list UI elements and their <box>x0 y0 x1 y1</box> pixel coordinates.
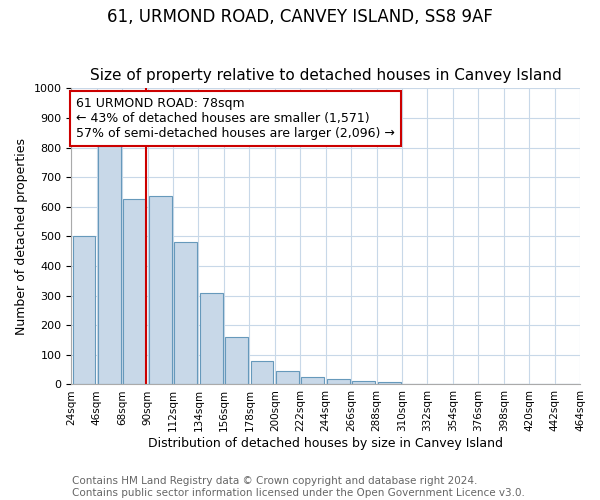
Text: Contains HM Land Registry data © Crown copyright and database right 2024.
Contai: Contains HM Land Registry data © Crown c… <box>72 476 525 498</box>
Text: 61, URMOND ROAD, CANVEY ISLAND, SS8 9AF: 61, URMOND ROAD, CANVEY ISLAND, SS8 9AF <box>107 8 493 26</box>
Bar <box>378 382 401 384</box>
Text: 61 URMOND ROAD: 78sqm
← 43% of detached houses are smaller (1,571)
57% of semi-d: 61 URMOND ROAD: 78sqm ← 43% of detached … <box>76 97 395 140</box>
Bar <box>73 236 95 384</box>
Bar <box>174 242 197 384</box>
Bar <box>251 361 274 384</box>
Bar <box>124 200 146 384</box>
Bar <box>352 381 375 384</box>
Bar <box>149 196 172 384</box>
Bar <box>301 377 325 384</box>
X-axis label: Distribution of detached houses by size in Canvey Island: Distribution of detached houses by size … <box>148 437 503 450</box>
Y-axis label: Number of detached properties: Number of detached properties <box>15 138 28 335</box>
Bar <box>98 144 121 384</box>
Bar <box>225 337 248 384</box>
Bar <box>200 292 223 384</box>
Bar <box>327 378 350 384</box>
Bar <box>276 371 299 384</box>
Title: Size of property relative to detached houses in Canvey Island: Size of property relative to detached ho… <box>90 68 562 83</box>
